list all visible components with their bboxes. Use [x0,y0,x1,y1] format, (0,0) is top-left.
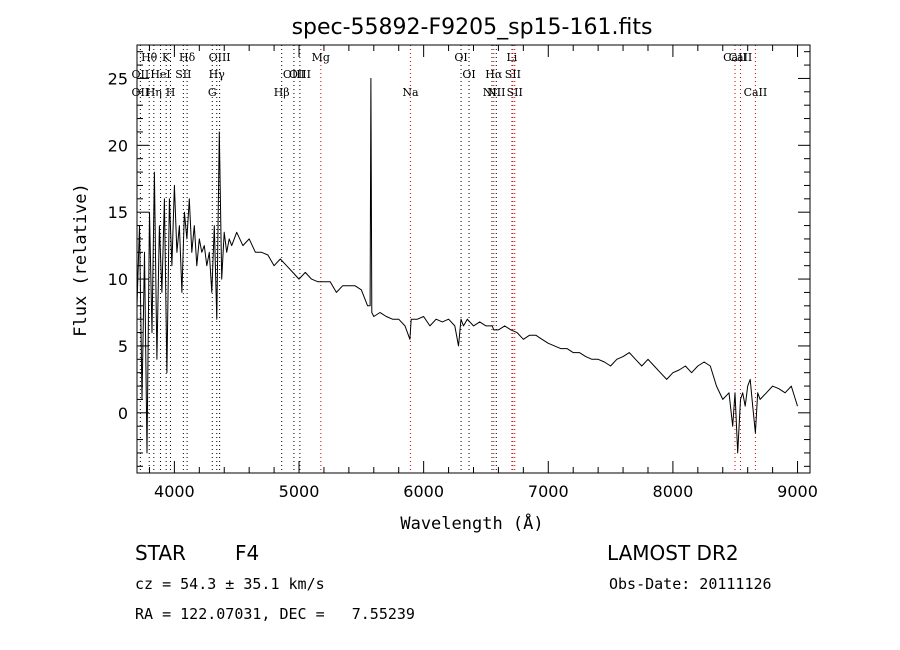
line-marker-label: NII [487,86,505,99]
line-marker-label: OIII [283,68,305,81]
line-marker-label: Hη [146,86,162,99]
line-marker-label: Mg [312,51,330,64]
y-tick-label: 15 [108,203,128,222]
line-marker-label: CaII [723,51,747,64]
line-marker-label: Na [402,86,419,99]
axis-tick-labels: 4000 5000 6000 7000 8000 9000 0 5 10 15 20 25 [108,69,818,501]
line-marker-label: OIII [289,68,311,81]
x-axis-label: Wavelength (Å) [400,512,543,534]
line-marker-label: SII [175,68,191,81]
y-tick-label: 10 [108,270,128,289]
line-marker-label: OI [454,51,467,64]
object-subclass: F4 [235,541,260,565]
spectrum-line [136,77,798,454]
axis-ticks [137,45,810,473]
line-marker-label: Li [506,51,517,64]
line-marker-label: CaII [744,86,768,99]
line-marker-label: K [162,51,171,64]
line-marker-label: Hα [485,68,503,81]
line-marker-label: Hδ [179,51,196,64]
line-marker-label: Hθ [141,51,158,64]
spectrum-chart: spec-55892-F9205_sp15-161.fits HθOIIOIIH… [71,15,818,534]
line-marker-label: SII [507,86,523,99]
line-marker-label: OIII [209,51,231,64]
line-marker-label: H [166,86,176,99]
x-tick-label: 5000 [279,482,320,501]
line-marker-label: OII [132,68,150,81]
chart-title: spec-55892-F9205_sp15-161.fits [292,15,653,40]
x-tick-label: 6000 [403,482,444,501]
survey-name: LAMOST DR2 [607,541,739,565]
line-marker-label: SII [505,68,521,81]
y-axis-label: Flux (relative) [71,183,91,337]
line-marker-label: HeI [150,68,170,81]
plot-frame [136,44,811,474]
line-markers [139,45,756,473]
x-tick-label: 4000 [154,482,195,501]
x-tick-label: 8000 [653,482,694,501]
line-marker-label: G [208,86,217,99]
y-tick-label: 25 [108,69,128,88]
y-tick-label: 5 [118,337,128,356]
y-tick-label: 20 [108,136,128,155]
redshift-line: cz = 54.3 ± 35.1 km/s [135,575,325,593]
coordinates-line: RA = 122.07031, DEC = 7.55239 [135,605,415,623]
line-marker-label: OII [132,86,150,99]
object-class: STAR [135,541,186,565]
y-tick-label: 0 [118,404,128,423]
line-marker-label: Hβ [274,86,290,99]
line-marker-label: Hγ [209,68,226,81]
line-marker-label: OI [462,68,475,81]
spectrum-series [136,77,798,454]
x-tick-label: 7000 [528,482,569,501]
line-marker-label: NII [483,86,501,99]
line-marker-label: CaII [729,51,753,64]
obs-date-line: Obs-Date: 20111126 [609,575,772,593]
x-tick-label: 9000 [777,482,818,501]
